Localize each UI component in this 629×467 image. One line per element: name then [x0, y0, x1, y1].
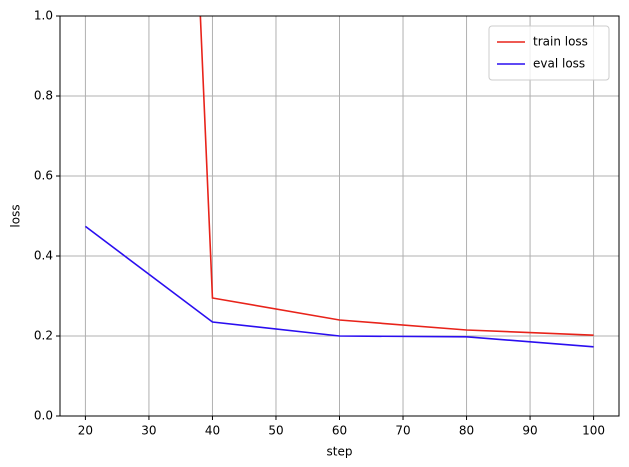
- y-tick-label: 0.4: [34, 249, 53, 263]
- x-tick-label: 60: [332, 424, 347, 438]
- y-tick-label: 1.0: [34, 9, 53, 23]
- x-axis-label: step: [327, 445, 353, 459]
- y-tick-label: 0.2: [34, 329, 53, 343]
- x-tick-label: 100: [582, 424, 605, 438]
- x-tick-label: 30: [141, 424, 156, 438]
- y-axis-label: loss: [9, 204, 23, 227]
- x-tick-label: 20: [78, 424, 93, 438]
- line: [199, 16, 594, 336]
- legend-box: [488, 25, 610, 81]
- x-tick-label: 70: [395, 424, 410, 438]
- line: [84, 225, 594, 348]
- x-tick-label: 40: [205, 424, 220, 438]
- y-tick-label: 0.6: [34, 169, 53, 183]
- y-tick-label: 0.0: [34, 409, 53, 423]
- y-tick-label: 0.8: [34, 89, 53, 103]
- plot-frame: [59, 15, 620, 417]
- legend-label: eval loss: [533, 57, 585, 71]
- x-tick-label: 90: [522, 424, 537, 438]
- series: [84, 225, 594, 348]
- legend: train loss eval loss: [488, 25, 610, 81]
- x-tick-label: 80: [459, 424, 474, 438]
- legend-label: train loss: [533, 35, 588, 49]
- series: [199, 16, 594, 336]
- x-tick-label: 50: [268, 424, 283, 438]
